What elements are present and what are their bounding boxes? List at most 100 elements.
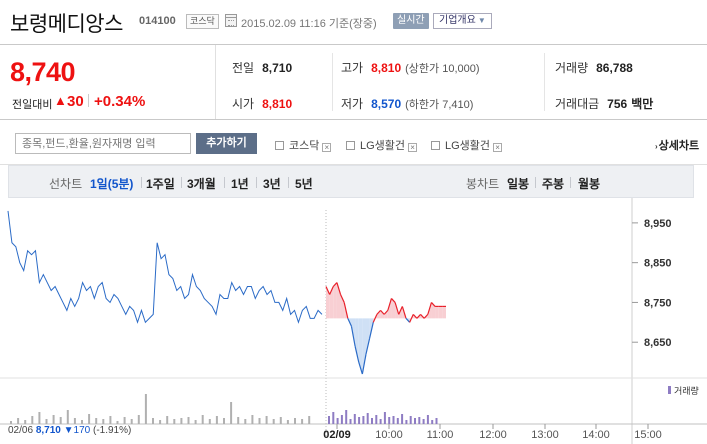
realtime-button[interactable]: 실시간 bbox=[393, 13, 429, 29]
x-tick-label: 11:00 bbox=[427, 429, 454, 441]
volume-bar bbox=[362, 416, 365, 424]
today-line-segment bbox=[416, 313, 421, 319]
volume-bar bbox=[345, 410, 348, 424]
today-line-segment bbox=[427, 302, 433, 315]
compare-item-label: LG생활건 bbox=[360, 140, 406, 152]
today-line-segment bbox=[383, 309, 389, 315]
stat-high: 고가 8,810 (상한가 10,000) bbox=[341, 59, 480, 76]
down-area bbox=[362, 318, 366, 375]
period-1day[interactable]: 1일(5분) bbox=[90, 177, 134, 191]
company-name: 보령메디앙스 bbox=[10, 13, 123, 36]
up-area bbox=[326, 286, 330, 319]
up-triangle-icon: ▲ bbox=[54, 93, 67, 108]
volume-bar bbox=[353, 414, 356, 424]
compare-item[interactable]: 코스닥 × bbox=[275, 137, 332, 153]
stat-value: 8,710 bbox=[262, 61, 293, 75]
volume-bar bbox=[371, 418, 373, 424]
divider bbox=[224, 177, 225, 188]
down-area bbox=[366, 318, 370, 355]
chevron-down-icon: ▼ bbox=[477, 16, 486, 25]
checkbox[interactable] bbox=[346, 141, 355, 150]
up-area bbox=[333, 282, 337, 319]
volume-bar bbox=[123, 417, 126, 424]
compare-item[interactable]: LG생활건 × bbox=[431, 137, 503, 153]
divider bbox=[256, 177, 257, 188]
stat-prev-close: 전일 8,710 bbox=[232, 59, 292, 76]
compare-row: 추가하기 코스닥× LG생활건× LG생활건× ›상세차트 bbox=[0, 120, 707, 165]
candle-weekly[interactable]: 주봉 bbox=[542, 177, 565, 191]
stat-sub: (상한가 10,000) bbox=[405, 63, 480, 75]
compare-item-label: 코스닥 bbox=[289, 140, 320, 152]
period-3month[interactable]: 3개월 bbox=[187, 177, 216, 191]
volume-bar bbox=[24, 420, 27, 424]
volume-bar bbox=[418, 417, 421, 424]
x-tick-label: 10:00 bbox=[375, 429, 403, 441]
y-tick-label: 8,750 bbox=[644, 297, 672, 309]
period-5year[interactable]: 5년 bbox=[295, 177, 313, 191]
today-line-segment bbox=[347, 318, 353, 327]
stat-value: 8,810 bbox=[262, 97, 293, 111]
divider bbox=[570, 177, 571, 188]
period-1year[interactable]: 1년 bbox=[231, 177, 249, 191]
calendar-icon bbox=[225, 14, 237, 27]
volume-bar bbox=[73, 418, 76, 424]
y-tick-label: 8,950 bbox=[644, 218, 672, 230]
volume-bar bbox=[166, 416, 169, 424]
volume-bar bbox=[279, 417, 282, 424]
candle-chart-label: 봉차트 bbox=[466, 177, 500, 191]
volume-bar bbox=[52, 415, 55, 424]
stat-label: 고가 bbox=[341, 61, 364, 75]
stat-low: 저가 8,570 (하한가 7,410) bbox=[341, 95, 473, 112]
volume-bar bbox=[66, 410, 69, 424]
volume-bar bbox=[358, 417, 361, 424]
x-tick-label: 02/09 bbox=[323, 429, 351, 441]
add-compare-button[interactable]: 추가하기 bbox=[196, 133, 257, 154]
close-icon[interactable]: × bbox=[493, 143, 503, 152]
detail-chart-link[interactable]: ›상세차트 bbox=[655, 137, 699, 153]
stat-value: 86,788 bbox=[596, 61, 633, 75]
today-line-segment bbox=[336, 282, 342, 295]
up-area bbox=[391, 298, 396, 319]
volume-bar bbox=[159, 420, 162, 424]
volume-bar bbox=[201, 415, 204, 424]
compare-item[interactable]: LG생활건 × bbox=[346, 137, 418, 153]
compare-search-input[interactable] bbox=[15, 133, 191, 154]
volume-bar bbox=[237, 417, 240, 424]
prev-day-line bbox=[7, 210, 323, 324]
divider bbox=[288, 177, 289, 188]
x-tick-label: 12:00 bbox=[479, 429, 507, 441]
volume-legend-swatch bbox=[668, 386, 671, 394]
volume-bar bbox=[332, 412, 335, 424]
today-line-segment bbox=[361, 354, 367, 375]
checkbox[interactable] bbox=[431, 141, 440, 150]
stat-amount: 거래대금 756 백만 bbox=[555, 95, 653, 112]
quote-datetime: 2015.02.09 11:16 기준(장중) bbox=[241, 18, 377, 30]
volume-bar bbox=[109, 416, 112, 424]
up-area bbox=[340, 294, 345, 319]
period-3year[interactable]: 3년 bbox=[263, 177, 281, 191]
close-icon[interactable]: × bbox=[408, 143, 418, 152]
close-icon[interactable]: × bbox=[322, 143, 332, 152]
stat-label: 시가 bbox=[232, 97, 255, 111]
candle-monthly[interactable]: 월봉 bbox=[578, 177, 601, 191]
company-info-dropdown[interactable]: 기업개요 ▼ bbox=[433, 13, 492, 29]
stat-unit: 백만 bbox=[631, 97, 654, 111]
volume-bar bbox=[116, 421, 119, 424]
divider bbox=[88, 94, 89, 107]
today-line-segment bbox=[339, 294, 345, 303]
price-chart[interactable]: 8,950 8,850 8,750 8,650 거래량 02/09 10:00 11:00 12… bbox=[0, 198, 707, 444]
volume-bar bbox=[38, 412, 41, 424]
divider bbox=[544, 53, 545, 111]
period-1week[interactable]: 1주일 bbox=[146, 177, 175, 191]
volume-bar bbox=[230, 402, 233, 424]
divider bbox=[332, 53, 333, 111]
today-line-segment bbox=[405, 317, 411, 323]
candle-daily[interactable]: 일봉 bbox=[507, 177, 530, 191]
volume-bar bbox=[388, 417, 391, 424]
today-line-segment bbox=[376, 309, 381, 315]
x-tick-label: 13:00 bbox=[531, 429, 559, 441]
today-line-segment bbox=[409, 314, 414, 323]
volume-bar bbox=[383, 412, 386, 424]
up-area bbox=[438, 306, 443, 319]
checkbox[interactable] bbox=[275, 141, 284, 150]
